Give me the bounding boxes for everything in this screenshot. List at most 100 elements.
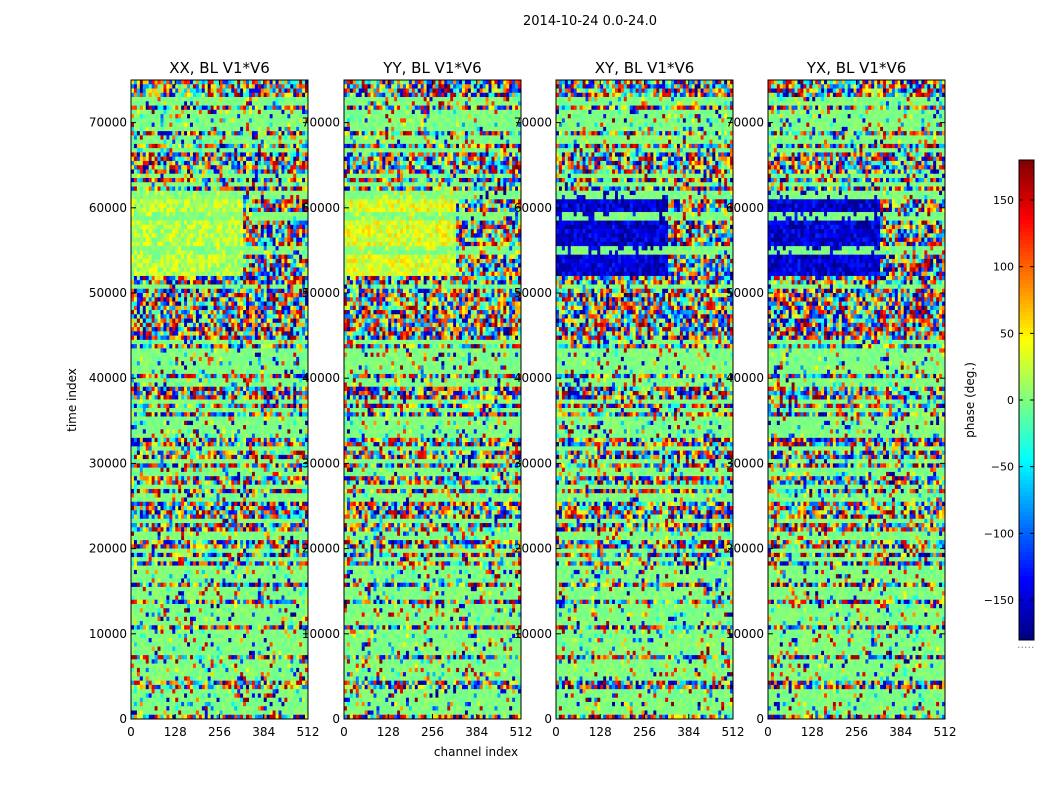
x-tick-label: 256 <box>421 725 444 739</box>
y-tick-label: 20000 <box>89 542 127 556</box>
colorbar-segment <box>1019 180 1034 185</box>
colorbar-label: phase (deg.) <box>963 362 977 438</box>
panel-4: YX, BL V1*V6 0 128 256 384 512 0 10000 20000 3000… <box>726 59 957 739</box>
colorbar-segment <box>1019 352 1034 357</box>
colorbar-note: ..... <box>1017 638 1034 651</box>
y-tick-label: 70000 <box>302 116 340 130</box>
colorbar-segment <box>1019 364 1034 369</box>
colorbar-segment <box>1019 264 1034 269</box>
colorbar-segment <box>1019 480 1034 485</box>
colorbar-segment <box>1019 272 1034 277</box>
y-tick-label: 60000 <box>514 201 552 215</box>
x-tick-label: 0 <box>127 725 135 739</box>
colorbar-segment <box>1019 356 1034 361</box>
colorbar-segment <box>1019 384 1034 389</box>
colorbar-segment <box>1019 256 1034 261</box>
y-tick-label: 10000 <box>89 627 127 641</box>
colorbar-segment <box>1019 280 1034 285</box>
colorbar-segment <box>1019 460 1034 465</box>
y-tick-label: 0 <box>544 712 552 726</box>
colorbar-segment <box>1019 596 1034 601</box>
colorbar-segment <box>1019 200 1034 205</box>
y-tick-label: 20000 <box>302 542 340 556</box>
colorbar-tick-label: 100 <box>993 261 1014 274</box>
colorbar-segment <box>1019 588 1034 593</box>
y-tick-label: 40000 <box>302 371 340 385</box>
colorbar-segment <box>1019 424 1034 429</box>
colorbar-segment <box>1019 468 1034 473</box>
colorbar-segment <box>1019 544 1034 549</box>
colorbar-segment <box>1019 484 1034 489</box>
colorbar-segment <box>1019 620 1034 625</box>
colorbar-segment <box>1019 316 1034 321</box>
colorbar-segment <box>1019 624 1034 629</box>
colorbar-segment <box>1019 404 1034 409</box>
colorbar-segment <box>1019 600 1034 605</box>
y-tick-label: 10000 <box>514 627 552 641</box>
colorbar-segment <box>1019 592 1034 597</box>
colorbar-segment <box>1019 348 1034 353</box>
figure-suptitle: 2014-10-24 0.0-24.0 <box>0 14 1050 29</box>
x-tick-label: 128 <box>377 725 400 739</box>
y-tick-label: 0 <box>119 712 127 726</box>
x-tick-label: 384 <box>889 725 912 739</box>
colorbar-segment <box>1019 240 1034 245</box>
colorbar-segment <box>1019 304 1034 309</box>
y-tick-label: 0 <box>756 712 764 726</box>
y-tick-label: 30000 <box>89 456 127 470</box>
colorbar-segment <box>1019 292 1034 297</box>
colorbar-segment <box>1019 192 1034 197</box>
y-tick-label: 60000 <box>726 201 764 215</box>
phase-heatmap <box>344 80 522 720</box>
colorbar-tick-label: −150 <box>984 594 1014 607</box>
colorbar-segment <box>1019 560 1034 565</box>
colorbar-segment <box>1019 232 1034 237</box>
colorbar-segment <box>1019 332 1034 337</box>
x-tick-label: 256 <box>845 725 868 739</box>
colorbar-segment <box>1019 616 1034 621</box>
y-tick-label: 50000 <box>89 286 127 300</box>
colorbar-segment <box>1019 472 1034 477</box>
x-tick-label: 512 <box>297 725 320 739</box>
colorbar-segment <box>1019 576 1034 581</box>
colorbar-segment <box>1019 528 1034 533</box>
x-tick-label: 384 <box>252 725 275 739</box>
colorbar-segment <box>1019 396 1034 401</box>
phase-heatmap <box>768 80 946 720</box>
colorbar-segment <box>1019 320 1034 325</box>
colorbar-segment <box>1019 524 1034 529</box>
x-tick-label: 256 <box>633 725 656 739</box>
y-tick-label: 70000 <box>726 116 764 130</box>
colorbar-segment <box>1019 440 1034 445</box>
colorbar-segment <box>1019 212 1034 217</box>
colorbar-segment <box>1019 252 1034 257</box>
colorbar-segment <box>1019 476 1034 481</box>
colorbar-segment <box>1019 488 1034 493</box>
colorbar-segment <box>1019 500 1034 505</box>
colorbar-segment <box>1019 428 1034 433</box>
colorbar-segment <box>1019 504 1034 509</box>
colorbar-segment <box>1019 464 1034 469</box>
colorbar-segment <box>1019 168 1034 173</box>
x-tick-label: 128 <box>589 725 612 739</box>
colorbar-segment <box>1019 296 1034 301</box>
colorbar-segment <box>1019 368 1034 373</box>
colorbar-segment <box>1019 400 1034 405</box>
colorbar-segment <box>1019 392 1034 397</box>
colorbar-segment <box>1019 344 1034 349</box>
colorbar-segment <box>1019 456 1034 461</box>
y-tick-label: 40000 <box>89 371 127 385</box>
x-tick-label: 384 <box>677 725 700 739</box>
colorbar-segment <box>1019 448 1034 453</box>
panel-title: XX, BL V1*V6 <box>169 59 270 77</box>
colorbar-segment <box>1019 580 1034 585</box>
colorbar-segment <box>1019 164 1034 169</box>
x-tick-label: 512 <box>510 725 533 739</box>
colorbar-tick-label: −50 <box>991 461 1014 474</box>
y-tick-label: 50000 <box>514 286 552 300</box>
colorbar-segment <box>1019 520 1034 525</box>
x-tick-label: 128 <box>801 725 824 739</box>
colorbar-segment <box>1019 300 1034 305</box>
colorbar-segment <box>1019 372 1034 377</box>
y-tick-label: 20000 <box>726 542 764 556</box>
